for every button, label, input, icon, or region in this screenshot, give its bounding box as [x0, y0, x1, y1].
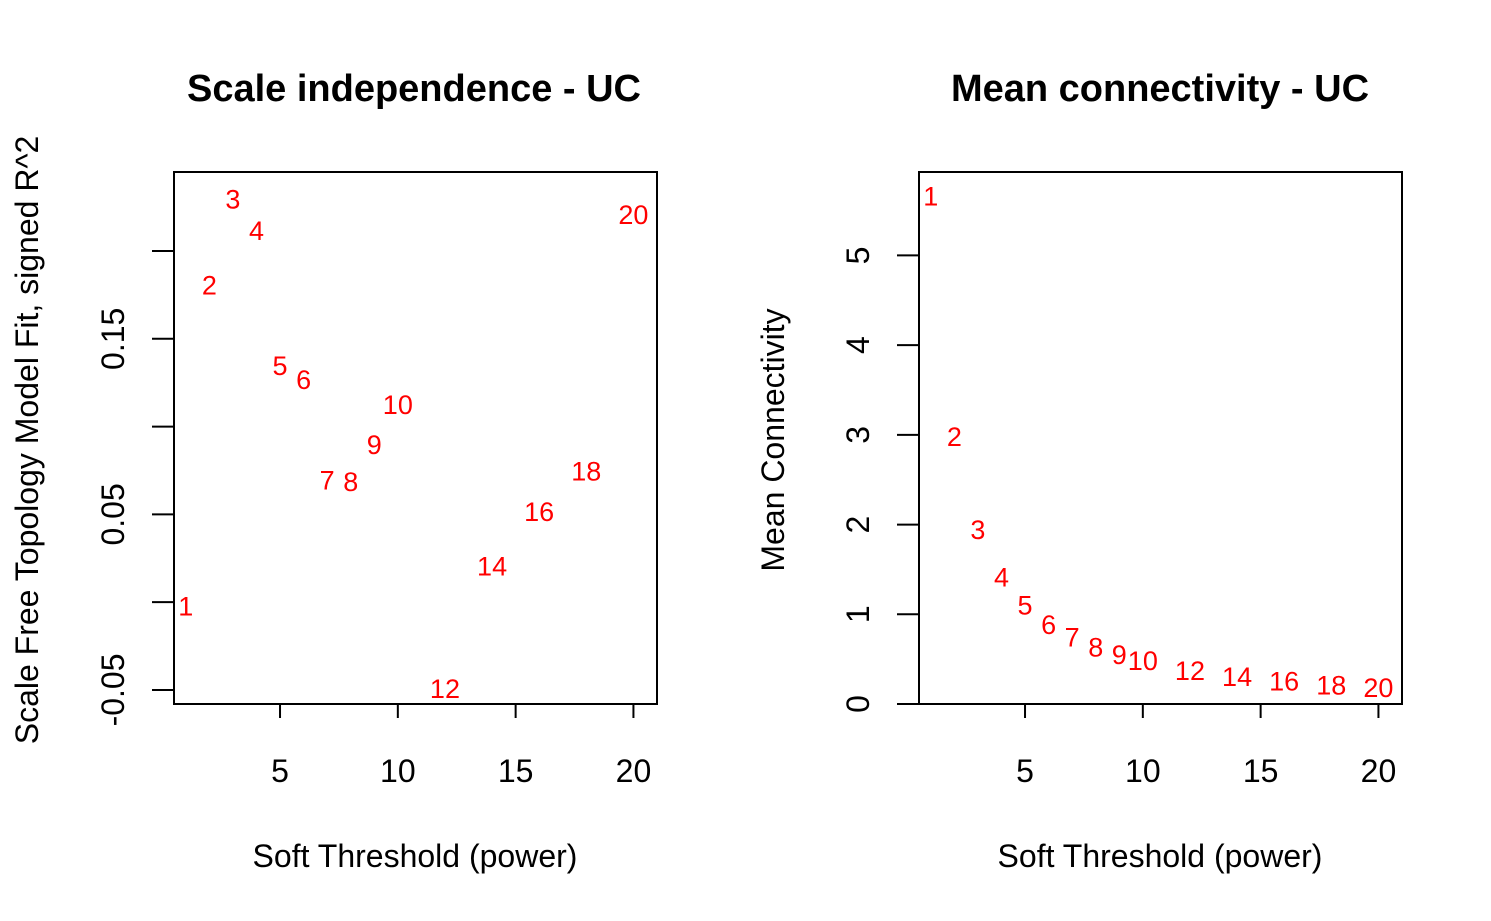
data-point-label: 12 — [430, 674, 460, 704]
x-axis: 5 10 15 20 — [271, 704, 651, 789]
x-axis-label: Soft Threshold (power) — [253, 838, 578, 874]
x-tick-label: 20 — [1361, 753, 1397, 789]
y-axis-label: Mean Connectivity — [755, 308, 791, 571]
y-tick-label: 1 — [840, 605, 876, 623]
data-point-label: 12 — [1175, 656, 1205, 686]
data-point-label: 5 — [1018, 590, 1033, 620]
data-point-label: 14 — [477, 551, 507, 581]
data-point-label: 3 — [225, 184, 240, 214]
x-axis-label: Soft Threshold (power) — [998, 838, 1323, 874]
y-tick-label: 0.15 — [95, 308, 131, 370]
data-point-label: 5 — [273, 351, 288, 381]
data-point-label: 2 — [202, 270, 217, 300]
y-axis: -0.05 0.05 0.15 — [95, 250, 174, 726]
y-tick-label: 0.05 — [95, 483, 131, 545]
data-point-label: 1 — [923, 181, 938, 211]
data-point-label: 20 — [618, 200, 648, 230]
x-tick-label: 10 — [1125, 753, 1161, 789]
scale-independence-panel: Scale independence - UC 5 10 15 20 -0.050.0… — [9, 68, 658, 874]
data-point-label: 7 — [1065, 623, 1080, 653]
data-point-label: 9 — [1112, 640, 1127, 670]
data-point-label: 10 — [1128, 646, 1158, 676]
y-tick-label: 2 — [840, 516, 876, 534]
x-tick-label: 5 — [271, 753, 289, 789]
x-axis: 5 10 15 20 — [1016, 704, 1396, 789]
data-point-label: 16 — [524, 497, 554, 527]
data-point-label: 20 — [1363, 673, 1393, 703]
plot-frame — [918, 171, 1403, 705]
y-tick-label: 4 — [840, 336, 876, 354]
data-point-label: 2 — [947, 422, 962, 452]
y-tick-label: -0.05 — [95, 653, 131, 726]
y-tick-label: 5 — [840, 247, 876, 265]
x-tick-label: 5 — [1016, 753, 1034, 789]
y-tick-label: 3 — [840, 426, 876, 444]
data-point-label: 3 — [970, 515, 985, 545]
data-point-label: 18 — [1316, 670, 1346, 700]
plot-frame — [173, 171, 658, 705]
data-point-label: 8 — [1088, 633, 1103, 663]
y-axis: 0 1 2 3 4 5 — [840, 247, 919, 713]
y-axis-label: Scale Free Topology Model Fit, signed R^… — [9, 136, 45, 745]
x-tick-label: 15 — [498, 753, 534, 789]
data-point-label: 4 — [994, 563, 1009, 593]
data-point-label: 14 — [1222, 662, 1252, 692]
data-point-label: 18 — [571, 456, 601, 486]
data-point-label: 8 — [343, 467, 358, 497]
x-tick-label: 15 — [1243, 753, 1279, 789]
data-point-label: 6 — [1041, 610, 1056, 640]
data-point-label: 1 — [178, 592, 193, 622]
x-tick-label: 10 — [380, 753, 416, 789]
chart-title: Scale independence - UC — [187, 68, 641, 110]
data-point-label: 7 — [320, 465, 335, 495]
data-point-label: 4 — [249, 216, 264, 246]
x-tick-label: 20 — [616, 753, 652, 789]
data-point-label: 16 — [1269, 667, 1299, 697]
data-point-label: 10 — [383, 390, 413, 420]
data-point-label: 6 — [296, 365, 311, 395]
chart-title: Mean connectivity - UC — [951, 68, 1369, 110]
data-point-label: 9 — [367, 430, 382, 460]
y-tick-label: 0 — [840, 695, 876, 713]
